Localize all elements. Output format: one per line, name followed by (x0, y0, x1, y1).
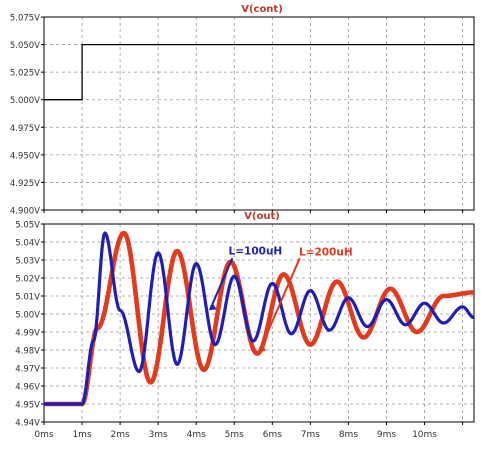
vcont-pane: V(cont) 4.900V 4.925V 4.950V 4.975V 5.000V 5.… (10, 4, 475, 217)
y-tick-label: 4.99V (15, 329, 40, 339)
y-tick-label: 4.97V (15, 365, 40, 375)
x-tick-label: 1ms (72, 430, 91, 440)
annotation-l200uh: L=200uH (299, 247, 353, 259)
y-tick-label: 5.075V (10, 14, 40, 24)
y-tick-label: 4.900V (10, 207, 40, 217)
y-tick-label: 5.025V (10, 69, 40, 79)
x-tick-label: 3ms (149, 430, 168, 440)
plot-frame (43, 223, 475, 423)
y-tick-label: 4.98V (15, 347, 40, 357)
vout-trace-l100uh (43, 231, 475, 406)
y-tick-label: 4.96V (15, 383, 40, 393)
y-tick-label: 5.03V (15, 257, 40, 267)
x-tick-label: 7ms (301, 430, 320, 440)
arrow-l100uh (209, 257, 234, 309)
y-tick-label: 5.02V (15, 275, 40, 285)
vout-title: V(out) (244, 211, 280, 222)
x-tick-label: 9ms (377, 430, 396, 440)
vout-trace-l200uh (42, 230, 476, 407)
x-tick-label: 6ms (263, 430, 282, 440)
x-tick-label: 0ms (34, 430, 53, 440)
y-tick-label: 4.975V (10, 124, 40, 134)
y-tick-label: 5.00V (15, 311, 40, 321)
arrow-l200uh (259, 257, 301, 350)
y-tick-label: 4.95V (15, 401, 40, 411)
plot-frame (43, 16, 475, 211)
x-tick-label: 4ms (187, 430, 206, 440)
vcont-trace (44, 43, 474, 101)
annotation-l100uh: L=100uH (229, 246, 283, 258)
y-tick-label: 4.94V (15, 419, 40, 429)
y-tick-label: 4.950V (10, 151, 40, 161)
x-tick-label: 8ms (339, 430, 358, 440)
arrow-head-l200uh (258, 344, 267, 352)
arrow-head-l100uh (208, 303, 217, 311)
x-tick-label: 10ms (412, 430, 437, 440)
vcont-title: V(cont) (241, 4, 283, 15)
y-tick-label: 5.000V (10, 96, 40, 106)
y-tick-label: 4.925V (10, 179, 40, 189)
y-tick-label: 5.01V (15, 293, 40, 303)
vout-pane: V(out) 4.94V 4.95V 4.96V 4.97V 4.98V 4.99V 5.0… (15, 211, 476, 440)
y-tick-label: 5.04V (15, 239, 40, 249)
x-tick-label: 5ms (225, 430, 244, 440)
y-tick-label: 5.05V (15, 221, 40, 231)
x-tick-label: 2ms (111, 430, 130, 440)
y-tick-label: 5.050V (10, 41, 40, 51)
